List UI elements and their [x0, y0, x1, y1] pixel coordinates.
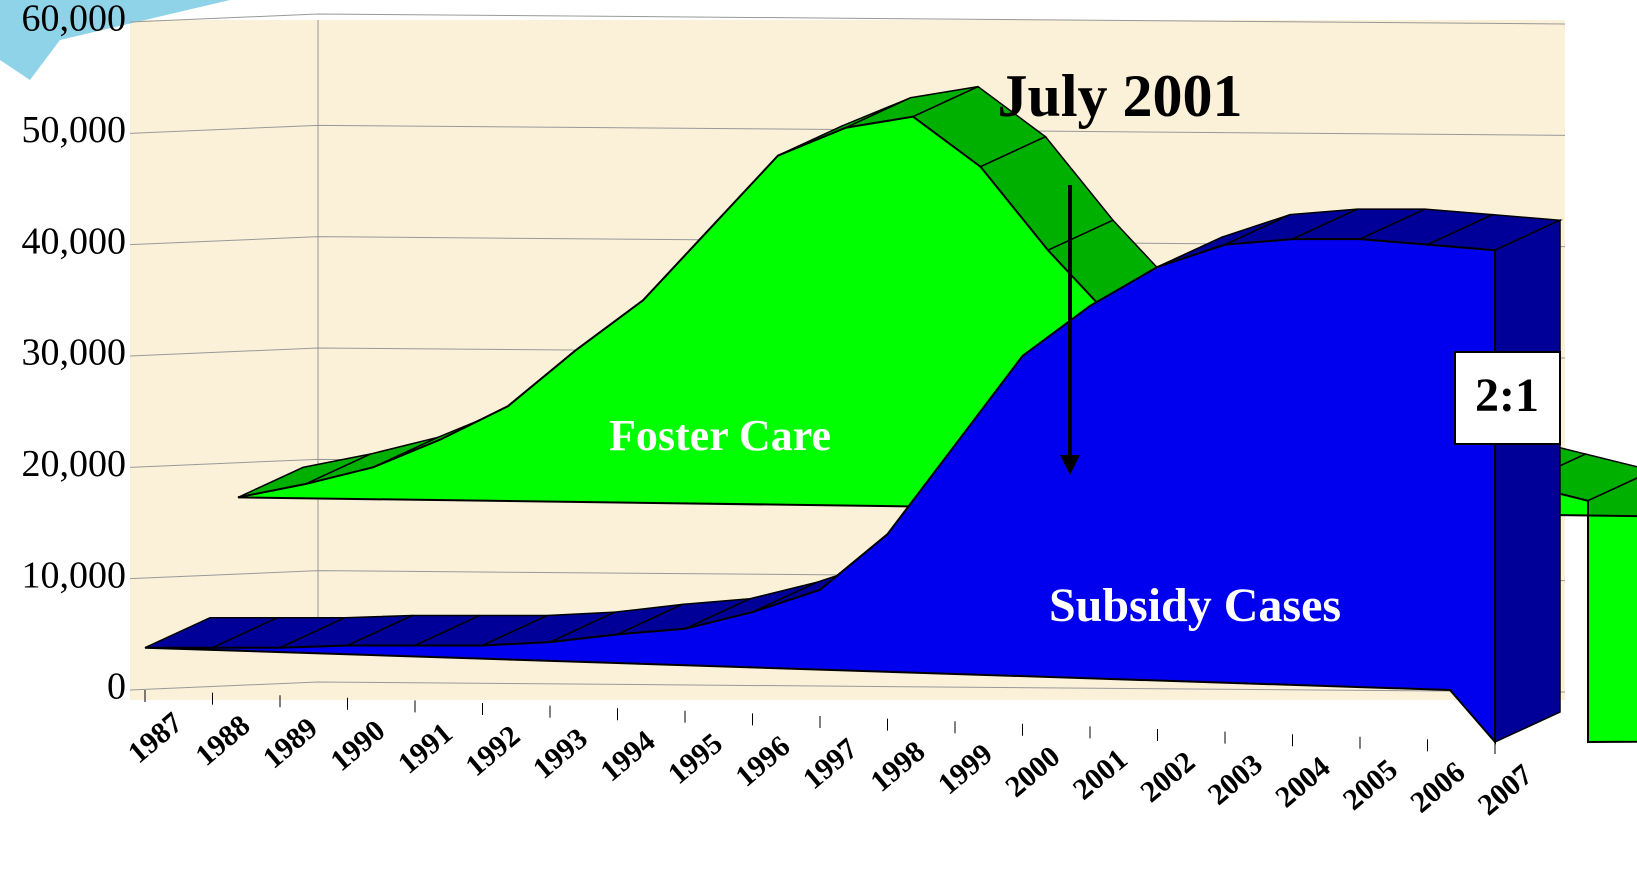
x-tick-label: 1994: [594, 724, 661, 788]
grid-line: [129, 236, 1566, 248]
x-tick-label: 2003: [1202, 748, 1269, 812]
x-tick-label: 2007: [1472, 758, 1539, 822]
x-tick-label: 1991: [392, 716, 459, 780]
y-tick-label: 40,000: [22, 220, 127, 262]
x-tick-label: 1998: [864, 735, 931, 799]
corner-decoration: [0, 0, 230, 80]
grid-line: [129, 124, 1566, 136]
x-tick-label: 1993: [527, 722, 594, 786]
x-tick-label: 2006: [1404, 755, 1471, 819]
x-tick-label: 1988: [189, 709, 256, 773]
annotation: 2:1: [1475, 369, 1539, 422]
x-tick-label: 1987: [122, 706, 189, 770]
x-tick-label: 1999: [932, 737, 999, 801]
x-tick-label: 2001: [1067, 742, 1134, 806]
x-tick-label: 1995: [662, 727, 729, 791]
x-tick-label: 2004: [1269, 750, 1336, 814]
area-side: [1494, 219, 1561, 744]
area: [144, 238, 1496, 745]
x-tick-label: 1989: [257, 711, 324, 775]
y-tick-label: 20,000: [22, 443, 127, 485]
y-tick-label: 0: [107, 666, 126, 708]
grid-line: [129, 13, 1566, 25]
arrow-head: [1060, 455, 1080, 475]
y-tick-label: 50,000: [22, 109, 127, 151]
y-tick-label: 10,000: [22, 554, 127, 596]
annotation-box: [1454, 351, 1561, 445]
series-label: Foster Care: [609, 411, 831, 460]
x-tick-label: 1997: [797, 732, 864, 796]
y-tick-label: 30,000: [22, 332, 127, 374]
x-tick-label: 1992: [459, 719, 526, 783]
x-tick-label: 2000: [999, 740, 1066, 804]
x-tick-label: 1990: [324, 714, 391, 778]
series-label: Subsidy Cases: [1049, 579, 1341, 632]
x-tick-label: 1996: [729, 729, 796, 793]
grid-line: [129, 681, 1566, 693]
x-tick-label: 2002: [1134, 745, 1201, 809]
annotation: July 2001: [997, 63, 1242, 129]
y-tick-label: 60,000: [22, 0, 127, 40]
x-tick-label: 2005: [1337, 753, 1404, 817]
